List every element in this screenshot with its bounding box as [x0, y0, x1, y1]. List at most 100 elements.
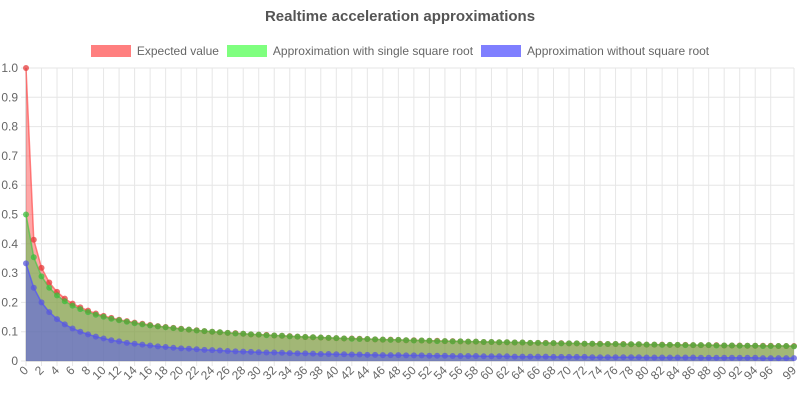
point-single-sqrt [201, 328, 208, 335]
point-single-sqrt [131, 320, 138, 327]
point-single-sqrt [604, 341, 611, 348]
point-single-sqrt [775, 343, 782, 350]
point-single-sqrt [527, 339, 534, 346]
point-single-sqrt [449, 338, 456, 345]
point-no-sqrt [364, 351, 371, 358]
point-no-sqrt [30, 284, 37, 291]
legend-swatch-no-sqrt [481, 45, 522, 57]
point-no-sqrt [201, 346, 208, 353]
x-tick-label: 6 [63, 363, 78, 378]
point-no-sqrt [54, 316, 61, 323]
point-no-sqrt [449, 353, 456, 360]
point-no-sqrt [457, 353, 464, 360]
point-single-sqrt [247, 331, 254, 338]
point-no-sqrt [333, 351, 340, 358]
point-no-sqrt [472, 353, 479, 360]
point-single-sqrt [209, 328, 216, 335]
y-tick-label: 0.1 [1, 325, 18, 339]
point-no-sqrt [310, 350, 317, 357]
point-no-sqrt [736, 354, 743, 361]
point-no-sqrt [752, 354, 759, 361]
legend-item-single-sqrt[interactable]: Approximation with single square root [226, 44, 473, 58]
point-single-sqrt [147, 322, 154, 329]
y-tick-label: 0.7 [1, 149, 18, 163]
point-single-sqrt [628, 341, 635, 348]
point-single-sqrt [752, 342, 759, 349]
point-single-sqrt [240, 330, 247, 337]
point-single-sqrt [193, 327, 200, 334]
point-single-sqrt [395, 336, 402, 343]
point-single-sqrt [85, 309, 92, 316]
point-no-sqrt [255, 349, 262, 356]
y-tick-label: 0.3 [1, 266, 18, 280]
point-expected [23, 65, 29, 71]
point-single-sqrt [713, 342, 720, 349]
x-tick-label: 4 [48, 363, 63, 378]
point-expected [38, 264, 45, 271]
point-single-sqrt [783, 343, 790, 350]
point-single-sqrt [643, 341, 650, 348]
point-no-sqrt [178, 345, 185, 352]
line-no-sqrt [25, 263, 794, 359]
point-no-sqrt [480, 353, 487, 360]
point-single-sqrt [434, 338, 441, 345]
point-no-sqrt [108, 337, 115, 344]
point-single-sqrt [566, 340, 573, 347]
point-no-sqrt [85, 331, 92, 338]
point-no-sqrt [356, 351, 363, 358]
point-no-sqrt [519, 353, 526, 360]
point-no-sqrt [744, 354, 751, 361]
legend-item-expected[interactable]: Expected value [90, 44, 219, 58]
point-no-sqrt [759, 355, 766, 362]
point-no-sqrt [767, 355, 774, 362]
point-no-sqrt [325, 350, 332, 357]
point-no-sqrt [441, 352, 448, 359]
point-single-sqrt [317, 334, 324, 341]
point-single-sqrt [364, 336, 371, 343]
point-no-sqrt [403, 352, 410, 359]
point-single-sqrt [387, 336, 394, 343]
point-single-sqrt [558, 340, 565, 347]
point-no-sqrt [46, 309, 53, 316]
point-single-sqrt [294, 333, 301, 340]
point-single-sqrt [791, 343, 797, 350]
point-no-sqrt [713, 354, 720, 361]
point-no-sqrt [395, 352, 402, 359]
point-no-sqrt [410, 352, 417, 359]
y-tick-label: 0.4 [1, 237, 18, 251]
x-tick-label: 96 [757, 363, 777, 383]
point-no-sqrt [279, 349, 285, 356]
point-no-sqrt [635, 354, 642, 361]
line-single-sqrt [25, 214, 795, 348]
point-single-sqrt [69, 302, 76, 309]
point-single-sqrt [162, 324, 169, 331]
point-no-sqrt [209, 347, 216, 354]
y-tick-label: 0 [11, 354, 18, 368]
point-single-sqrt [426, 337, 433, 344]
point-single-sqrt [302, 333, 309, 340]
point-no-sqrt [511, 353, 518, 360]
point-single-sqrt [77, 306, 84, 313]
point-no-sqrt [348, 351, 355, 358]
point-single-sqrt [410, 337, 417, 344]
point-single-sqrt [139, 321, 146, 328]
point-no-sqrt [573, 353, 580, 360]
point-no-sqrt [651, 354, 658, 361]
point-no-sqrt [465, 353, 472, 360]
point-single-sqrt [635, 341, 642, 348]
chart-title: Realtime acceleration approximations [264, 8, 536, 25]
point-no-sqrt [131, 340, 138, 347]
point-no-sqrt [682, 354, 689, 361]
point-single-sqrt [674, 341, 681, 348]
point-single-sqrt [271, 332, 278, 339]
point-single-sqrt [690, 342, 697, 349]
point-no-sqrt [566, 353, 573, 360]
point-no-sqrt [697, 354, 704, 361]
y-tick-label: 0.9 [1, 90, 18, 104]
legend-item-no-sqrt[interactable]: Approximation without square root [481, 44, 709, 58]
line-expected [25, 67, 794, 347]
point-no-sqrt [666, 354, 673, 361]
legend-label-expected: Expected value [136, 44, 219, 58]
point-single-sqrt [418, 337, 425, 344]
